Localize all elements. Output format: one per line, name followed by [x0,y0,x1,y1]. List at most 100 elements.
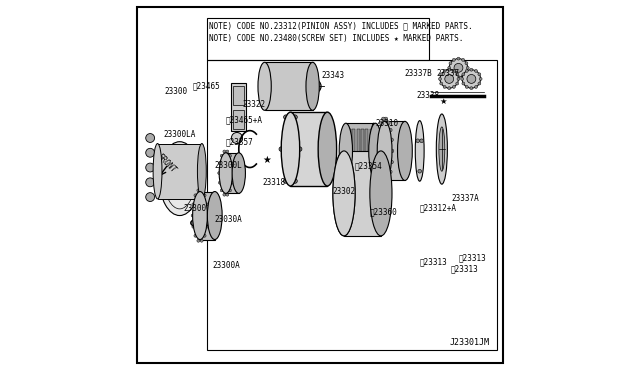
Bar [356,129,360,173]
Ellipse shape [439,127,445,171]
Circle shape [438,77,442,80]
Circle shape [298,147,302,151]
Circle shape [474,70,477,73]
Circle shape [443,70,446,73]
Circle shape [146,134,155,142]
Circle shape [218,171,221,174]
Bar [348,129,351,173]
Circle shape [457,76,460,78]
Circle shape [452,58,455,61]
Text: NOTE) CODE NO.23312(PINION ASSY) INCLUDES ※ MARKED PARTS.: NOTE) CODE NO.23312(PINION ASSY) INCLUDE… [209,21,473,30]
Bar [291,112,328,186]
Text: 23337B: 23337B [405,69,433,78]
Circle shape [226,150,229,153]
Bar [233,110,244,129]
Circle shape [279,147,284,151]
Ellipse shape [232,153,245,193]
Circle shape [146,148,155,157]
Circle shape [465,71,468,74]
Circle shape [200,189,203,192]
Circle shape [223,150,226,153]
Circle shape [293,115,298,119]
Circle shape [192,225,195,228]
Ellipse shape [220,153,232,193]
Circle shape [377,128,381,132]
Text: ※23313: ※23313 [420,257,447,266]
Text: 23030A: 23030A [215,215,243,224]
Bar [346,123,376,179]
Bar [207,18,429,61]
Bar [370,129,372,173]
Ellipse shape [436,114,447,184]
Bar [226,153,239,193]
Ellipse shape [397,121,412,180]
Circle shape [461,58,465,61]
Circle shape [384,181,388,185]
Circle shape [220,189,223,192]
Text: ※23357: ※23357 [226,137,253,146]
Circle shape [478,73,481,76]
Circle shape [448,87,451,90]
Circle shape [231,171,234,174]
Ellipse shape [318,112,337,186]
Circle shape [457,77,460,80]
Circle shape [470,87,473,90]
Circle shape [284,115,288,119]
Circle shape [452,86,455,89]
Circle shape [387,177,390,181]
Circle shape [308,80,321,93]
Circle shape [448,66,451,69]
Circle shape [191,214,194,217]
Circle shape [200,239,203,242]
Bar [157,144,202,199]
Circle shape [223,193,226,196]
Circle shape [416,139,420,142]
Ellipse shape [333,151,355,236]
Ellipse shape [415,121,424,181]
Circle shape [452,70,455,73]
Text: FRONT: FRONT [156,153,178,175]
Text: ※23313: ※23313 [458,253,486,263]
Circle shape [445,74,454,83]
Text: 23337A: 23337A [451,195,479,203]
Circle shape [461,77,463,80]
Circle shape [376,149,379,153]
Circle shape [479,77,482,80]
Circle shape [456,73,459,76]
Bar [361,129,364,173]
Circle shape [390,138,394,142]
Text: 23300LA: 23300LA [163,130,195,139]
Text: ※23313: ※23313 [451,264,479,273]
Circle shape [194,234,197,237]
Ellipse shape [197,144,206,199]
Bar [264,62,312,110]
Circle shape [228,154,232,157]
Circle shape [467,74,476,83]
Circle shape [440,70,458,88]
Bar [233,86,244,105]
Circle shape [377,170,381,174]
Ellipse shape [339,123,353,179]
Ellipse shape [153,144,162,199]
Ellipse shape [207,192,222,240]
Circle shape [146,163,155,172]
Circle shape [449,59,468,77]
Circle shape [465,86,468,89]
Circle shape [440,82,443,85]
Text: ※23465+A: ※23465+A [226,115,263,124]
Circle shape [465,70,468,73]
Ellipse shape [377,121,392,180]
Ellipse shape [306,62,319,110]
Circle shape [449,71,452,74]
Circle shape [462,73,465,76]
Bar [200,192,215,240]
Bar [207,61,497,350]
Text: J23301JM: J23301JM [450,338,490,347]
Circle shape [232,132,243,144]
Text: 23300: 23300 [184,203,207,213]
Circle shape [218,181,221,184]
Circle shape [384,117,388,121]
Circle shape [192,203,195,206]
Circle shape [205,203,208,206]
Circle shape [462,82,465,85]
